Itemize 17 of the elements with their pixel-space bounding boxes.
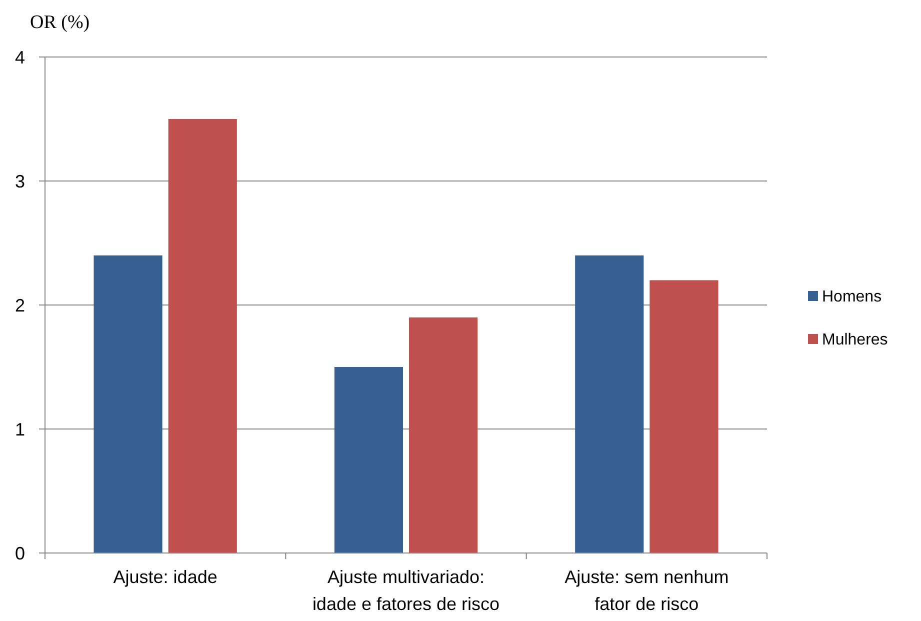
y-tick-label: 1	[14, 419, 26, 440]
bar	[575, 255, 644, 553]
bar	[94, 255, 162, 553]
y-tick-label: 3	[14, 171, 26, 192]
y-axis-title: OR (%)	[30, 12, 90, 33]
y-tick-label: 4	[14, 47, 26, 68]
bar	[168, 119, 237, 553]
x-tick-label: Ajuste: sem nenhum fator de risco	[564, 567, 729, 614]
y-tick-label: 0	[14, 543, 26, 564]
legend-label: Mulheres	[822, 332, 888, 349]
x-tick-label: Ajuste: idade	[113, 567, 218, 587]
y-tick-label: 2	[14, 295, 26, 316]
bar	[334, 367, 403, 553]
bar	[650, 280, 718, 553]
x-tick-label: Ajuste multivariado: idade e fatores de risco	[312, 567, 500, 614]
legend-label: Homens	[822, 288, 882, 306]
bar	[409, 317, 478, 553]
